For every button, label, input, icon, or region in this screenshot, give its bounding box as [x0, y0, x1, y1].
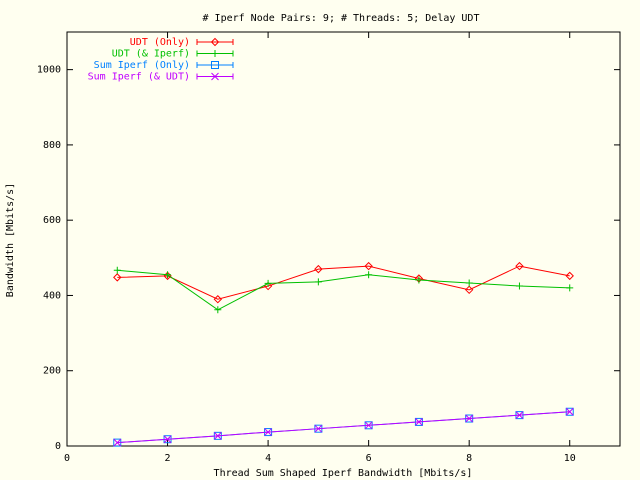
data-point — [465, 414, 474, 423]
x-axis: 0 2 4 6 8 10 — [64, 32, 576, 464]
data-point — [213, 431, 222, 440]
x-tick-label: 8 — [466, 453, 472, 464]
legend-label: UDT (& Iperf) — [112, 49, 190, 60]
data-point — [113, 438, 122, 447]
data-point — [113, 273, 122, 282]
data-point — [314, 264, 323, 274]
legend-label: Sum Iperf (& UDT) — [88, 72, 190, 83]
y-axis-label: Bandwidth [Mbits/s] — [5, 183, 16, 297]
data-point — [465, 279, 473, 287]
series-line — [117, 411, 570, 444]
data-point — [214, 306, 222, 314]
plot-border — [66, 31, 621, 447]
y-tick-label: 600 — [43, 215, 61, 226]
legend-marker — [211, 61, 219, 69]
y-tick-label: 400 — [43, 290, 61, 301]
x-tick-label: 0 — [64, 453, 70, 464]
data-point — [515, 282, 523, 290]
data-point — [565, 407, 574, 416]
data-point — [364, 261, 373, 271]
data-point — [113, 266, 121, 274]
data-point — [264, 279, 272, 287]
x-tick-label: 4 — [265, 453, 271, 464]
data-point — [164, 271, 172, 279]
series-1 — [113, 261, 574, 304]
data-point — [515, 411, 524, 419]
series-line — [117, 265, 570, 300]
legend-marker — [211, 50, 219, 57]
chart-title: # Iperf Node Pairs: 9; # Threads: 5; Del… — [203, 13, 480, 24]
legend-marker — [211, 72, 219, 81]
y-tick-label: 0 — [55, 441, 61, 452]
series-line — [117, 269, 570, 311]
x-tick-label: 10 — [564, 453, 576, 464]
x-tick-label: 2 — [165, 453, 171, 464]
data-point — [415, 276, 423, 284]
plot-area — [66, 31, 621, 447]
legend-label: UDT (Only) — [130, 37, 190, 48]
y-tick-label: 1000 — [37, 65, 61, 76]
data-point — [515, 261, 524, 271]
data-point — [365, 271, 373, 279]
y-tick-label: 200 — [43, 366, 61, 377]
data-point — [415, 418, 423, 426]
data-point — [565, 271, 574, 281]
data-point — [464, 285, 474, 295]
legend-marker — [210, 37, 220, 47]
y-axis: 0 200 400 600 800 1000 — [37, 65, 620, 452]
data-point — [163, 435, 172, 444]
data-point — [264, 428, 272, 436]
series-2 — [113, 266, 574, 314]
x-axis-label: Thread Sum Shaped Iperf Bandwidth [Mbits… — [214, 468, 473, 479]
legend: UDT (Only)UDT (& Iperf)Sum Iperf (Only)S… — [88, 37, 234, 83]
data-point — [314, 278, 322, 286]
legend-label: Sum Iperf (Only) — [94, 60, 190, 71]
data-point — [364, 421, 373, 430]
series-layer — [113, 261, 574, 447]
x-tick-label: 6 — [366, 453, 372, 464]
y-tick-label: 800 — [43, 140, 61, 151]
data-point — [213, 295, 223, 304]
data-point — [314, 424, 323, 433]
series-4 — [113, 407, 574, 447]
data-point — [566, 284, 574, 292]
